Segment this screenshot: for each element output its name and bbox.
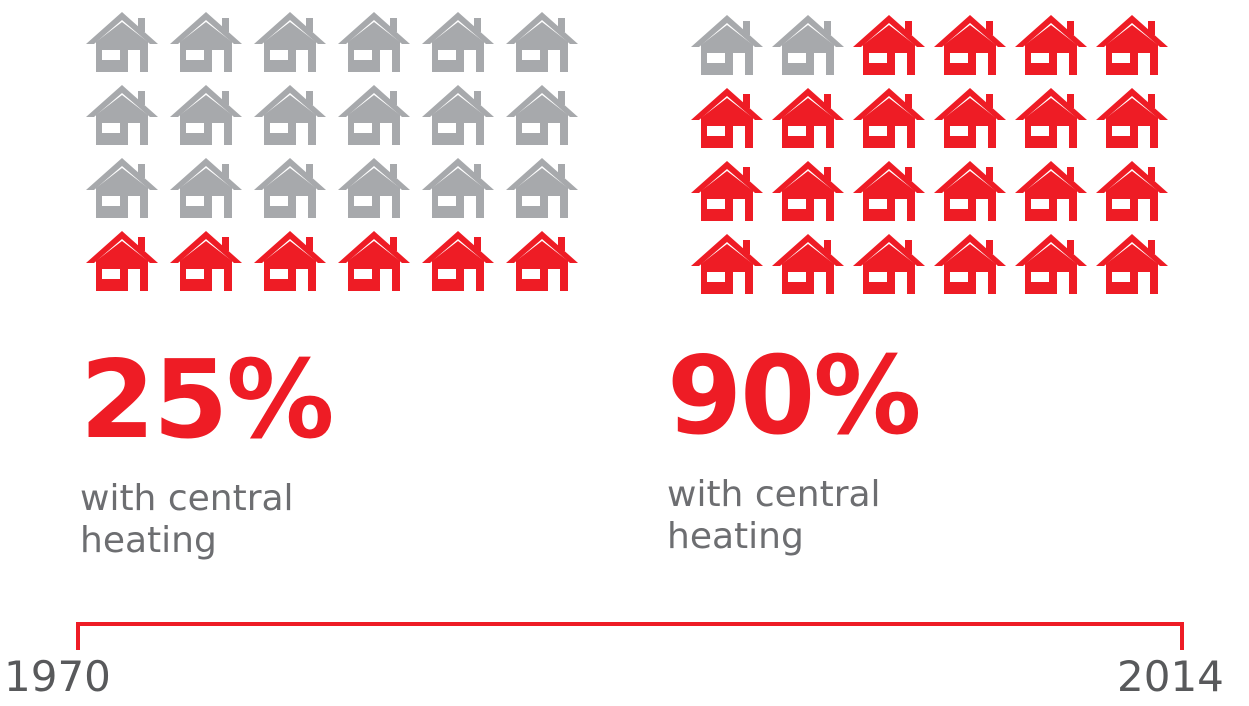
house-icon-filled (932, 159, 1008, 223)
house-icon-filled (689, 159, 765, 223)
house-icon-empty (336, 83, 412, 147)
house-icon-filled (932, 232, 1008, 296)
house-icon-filled (1094, 86, 1170, 150)
house-icon-empty (336, 156, 412, 220)
house-icon-empty (168, 10, 244, 74)
house-icon-filled (504, 229, 580, 293)
house-grid-1970 (84, 10, 580, 302)
house-icon-filled (252, 229, 328, 293)
house-icon-empty (770, 13, 846, 77)
house-icon-empty (168, 83, 244, 147)
house-icon-filled (84, 229, 160, 293)
house-icon-filled (1094, 159, 1170, 223)
caption-1970: with central heating (80, 478, 400, 562)
caption-1970-line2: heating (80, 520, 217, 561)
house-icon-filled (932, 86, 1008, 150)
house-icon-filled (1013, 13, 1089, 77)
house-icon-empty (504, 156, 580, 220)
house-icon-empty (420, 156, 496, 220)
house-icon-empty (168, 156, 244, 220)
house-icon-empty (420, 10, 496, 74)
house-icon-filled (1094, 13, 1170, 77)
house-icon-empty (504, 83, 580, 147)
caption-1970-line1: with central (80, 478, 294, 519)
house-icon-filled (1013, 232, 1089, 296)
house-icon-filled (336, 229, 412, 293)
house-icon-filled (1094, 232, 1170, 296)
percentage-1970: 25% (80, 338, 335, 463)
house-icon-filled (770, 232, 846, 296)
house-icon-filled (689, 86, 765, 150)
percentage-2014: 90% (667, 334, 922, 459)
house-icon-empty (252, 156, 328, 220)
house-icon-empty (84, 83, 160, 147)
house-icon-filled (168, 229, 244, 293)
house-icon-filled (851, 86, 927, 150)
house-icon-filled (689, 232, 765, 296)
house-icon-empty (252, 83, 328, 147)
house-icon-empty (84, 156, 160, 220)
house-icon-filled (1013, 159, 1089, 223)
house-icon-filled (851, 232, 927, 296)
house-icon-filled (770, 86, 846, 150)
house-icon-filled (1013, 86, 1089, 150)
house-icon-filled (932, 13, 1008, 77)
house-icon-filled (420, 229, 496, 293)
caption-2014-line1: with central (667, 474, 881, 515)
house-icon-filled (851, 13, 927, 77)
house-grid-2014 (689, 13, 1170, 305)
year-label-start: 1970 (4, 652, 111, 701)
caption-2014-line2: heating (667, 516, 804, 557)
house-icon-empty (504, 10, 580, 74)
year-label-end: 2014 (1117, 652, 1224, 701)
house-icon-empty (420, 83, 496, 147)
house-icon-empty (336, 10, 412, 74)
house-icon-filled (851, 159, 927, 223)
house-icon-filled (770, 159, 846, 223)
house-icon-empty (84, 10, 160, 74)
house-icon-empty (689, 13, 765, 77)
house-icon-empty (252, 10, 328, 74)
caption-2014: with central heating (667, 474, 987, 558)
